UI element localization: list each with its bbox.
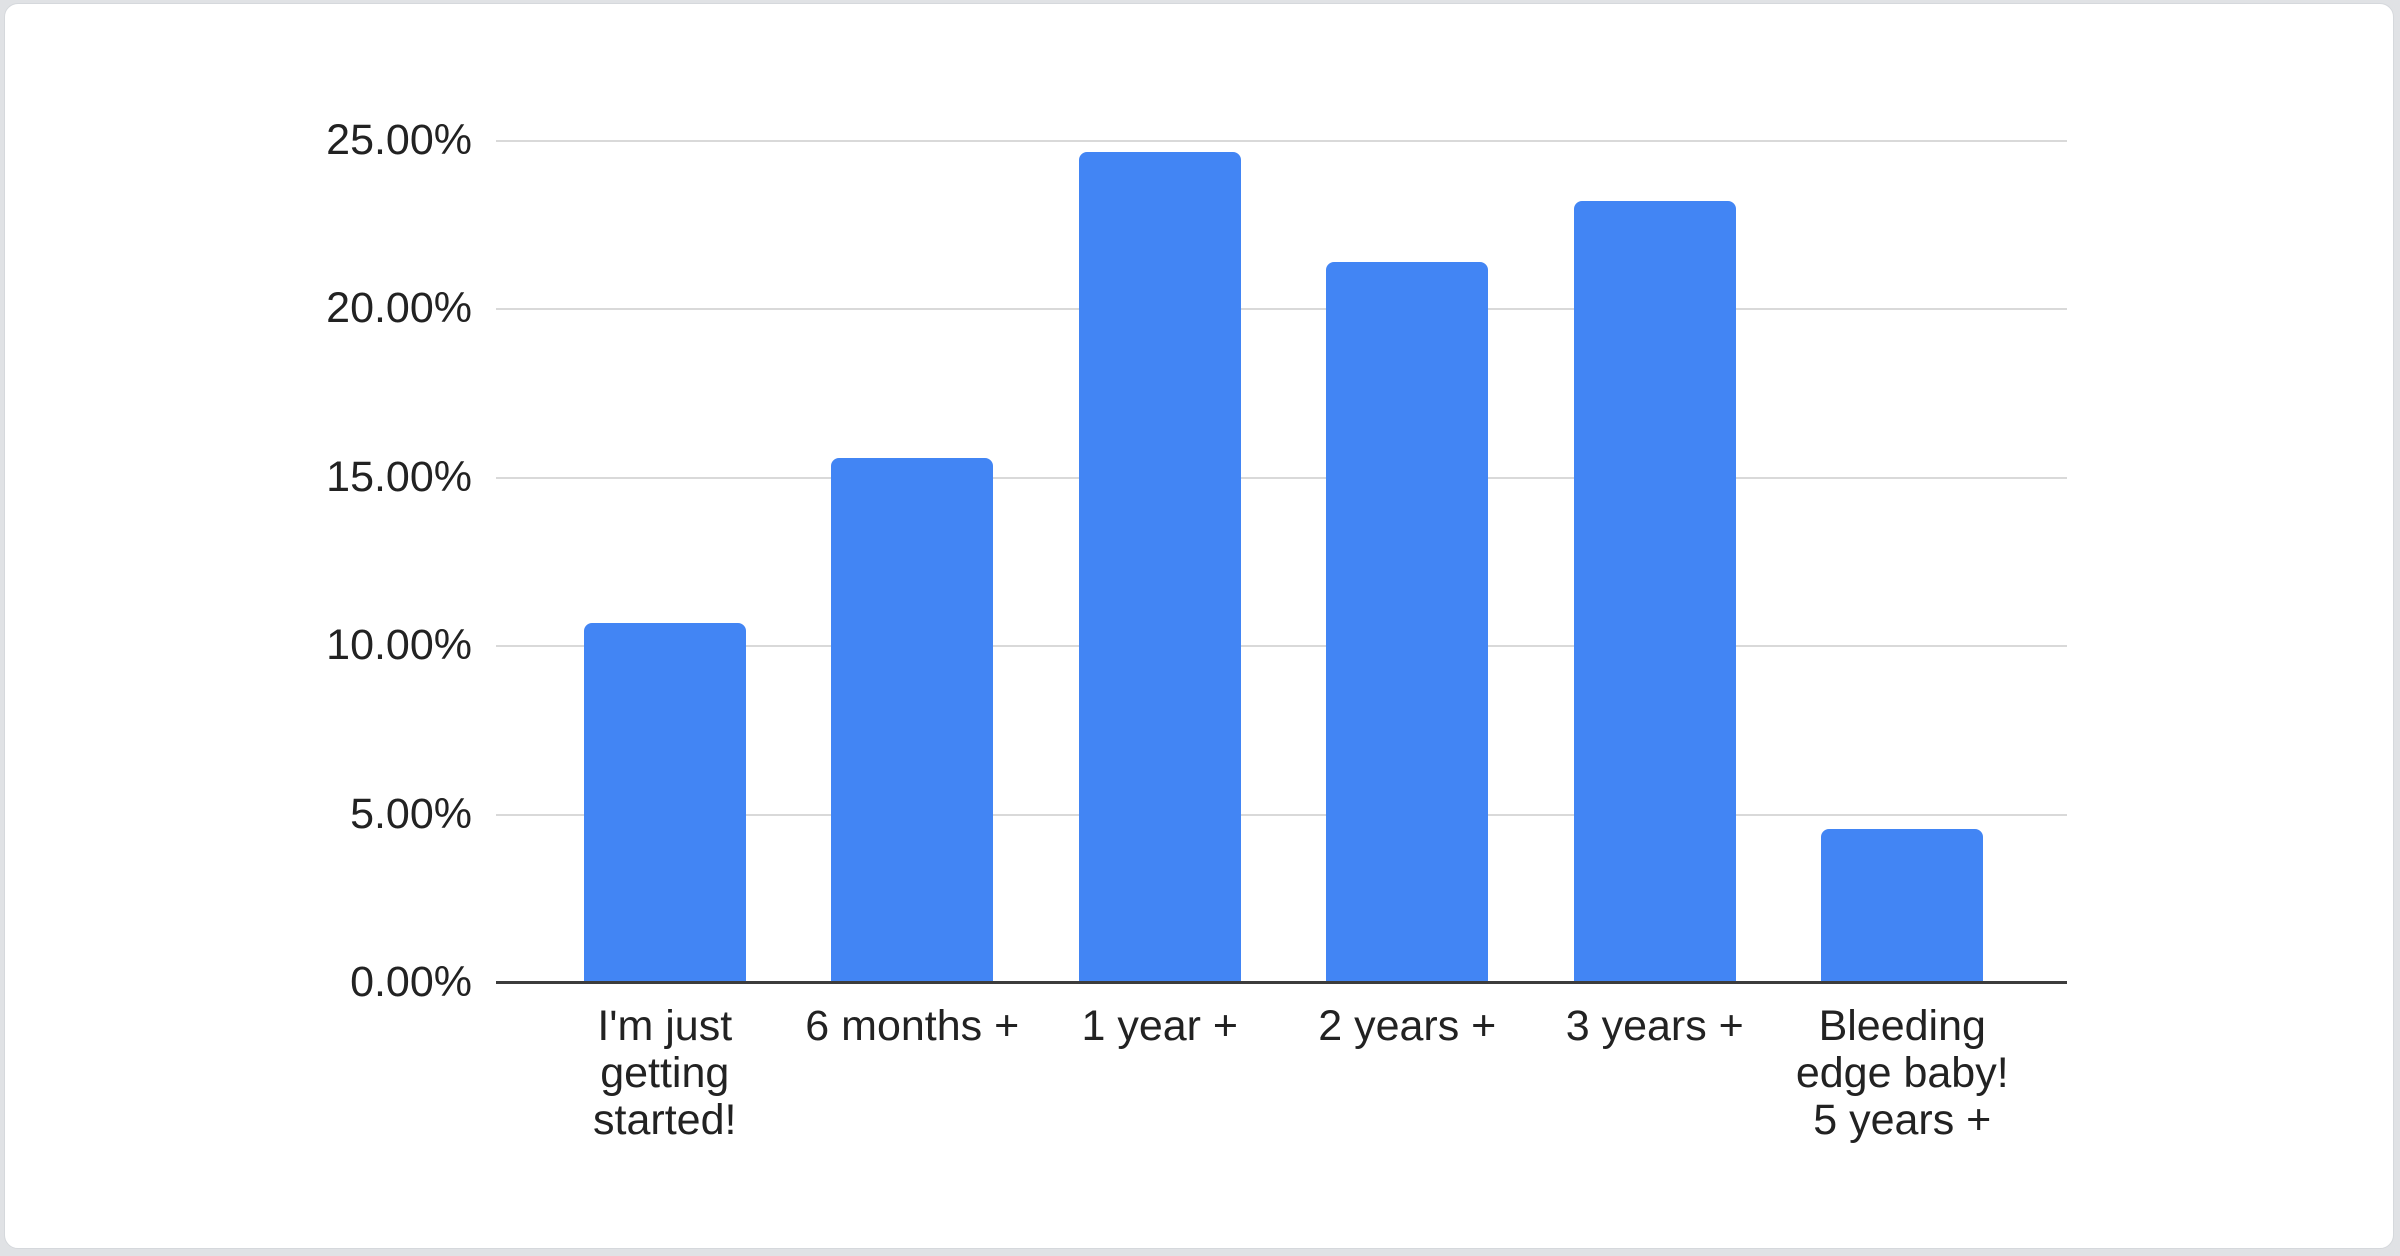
x-axis-label: 2 years + bbox=[1318, 1002, 1497, 1050]
bar-slot bbox=[1036, 140, 1284, 982]
x-axis-line bbox=[496, 981, 2067, 984]
y-tick-label: 25.00% bbox=[326, 116, 472, 164]
bar-2 years +[interactable] bbox=[1326, 262, 1489, 982]
y-tick-label: 0.00% bbox=[350, 958, 472, 1006]
gridline-25 bbox=[496, 140, 2067, 142]
x-axis-category-labels: I'm just getting started! 6 months + 1 yea… bbox=[541, 1003, 2026, 1144]
y-tick-label: 5.00% bbox=[350, 789, 472, 838]
gridline-10 bbox=[496, 645, 2067, 648]
bar-Bleeding edge baby! 5 years +[interactable] bbox=[1821, 828, 1984, 982]
x-axis-label: 3 years + bbox=[1565, 1002, 1744, 1050]
gridline-5 bbox=[496, 813, 2067, 816]
bars-layer bbox=[541, 140, 2026, 982]
bar-slot bbox=[541, 140, 789, 982]
y-tick-label: 15.00% bbox=[326, 452, 472, 501]
bar-I'm just getting started![interactable] bbox=[583, 623, 746, 982]
plot-area bbox=[496, 140, 2067, 982]
y-tick-label: 10.00% bbox=[326, 621, 472, 670]
bar-slot bbox=[1779, 140, 2027, 982]
bar-slot bbox=[1531, 140, 1779, 982]
x-axis-label: 6 months + bbox=[805, 1002, 1020, 1050]
x-axis-label: I'm just getting started! bbox=[593, 1002, 737, 1144]
bar-1 year +[interactable] bbox=[1078, 152, 1241, 982]
gridline-20 bbox=[496, 308, 2067, 311]
y-tick-label: 20.00% bbox=[326, 284, 472, 333]
bar-3 years +[interactable] bbox=[1573, 201, 1736, 982]
chart-card: 25.00% 20.00% 15.00% 10.00% 5.00% 0.00% I'm j… bbox=[4, 3, 2394, 1249]
bar-6 months +[interactable] bbox=[831, 457, 994, 982]
x-axis-label: 1 year + bbox=[1081, 1002, 1239, 1050]
gridline-15 bbox=[496, 476, 2067, 479]
x-axis-label: Bleeding edge baby! 5 years + bbox=[1795, 1002, 2009, 1144]
bar-slot bbox=[1284, 140, 1532, 982]
bar-slot bbox=[789, 140, 1037, 982]
